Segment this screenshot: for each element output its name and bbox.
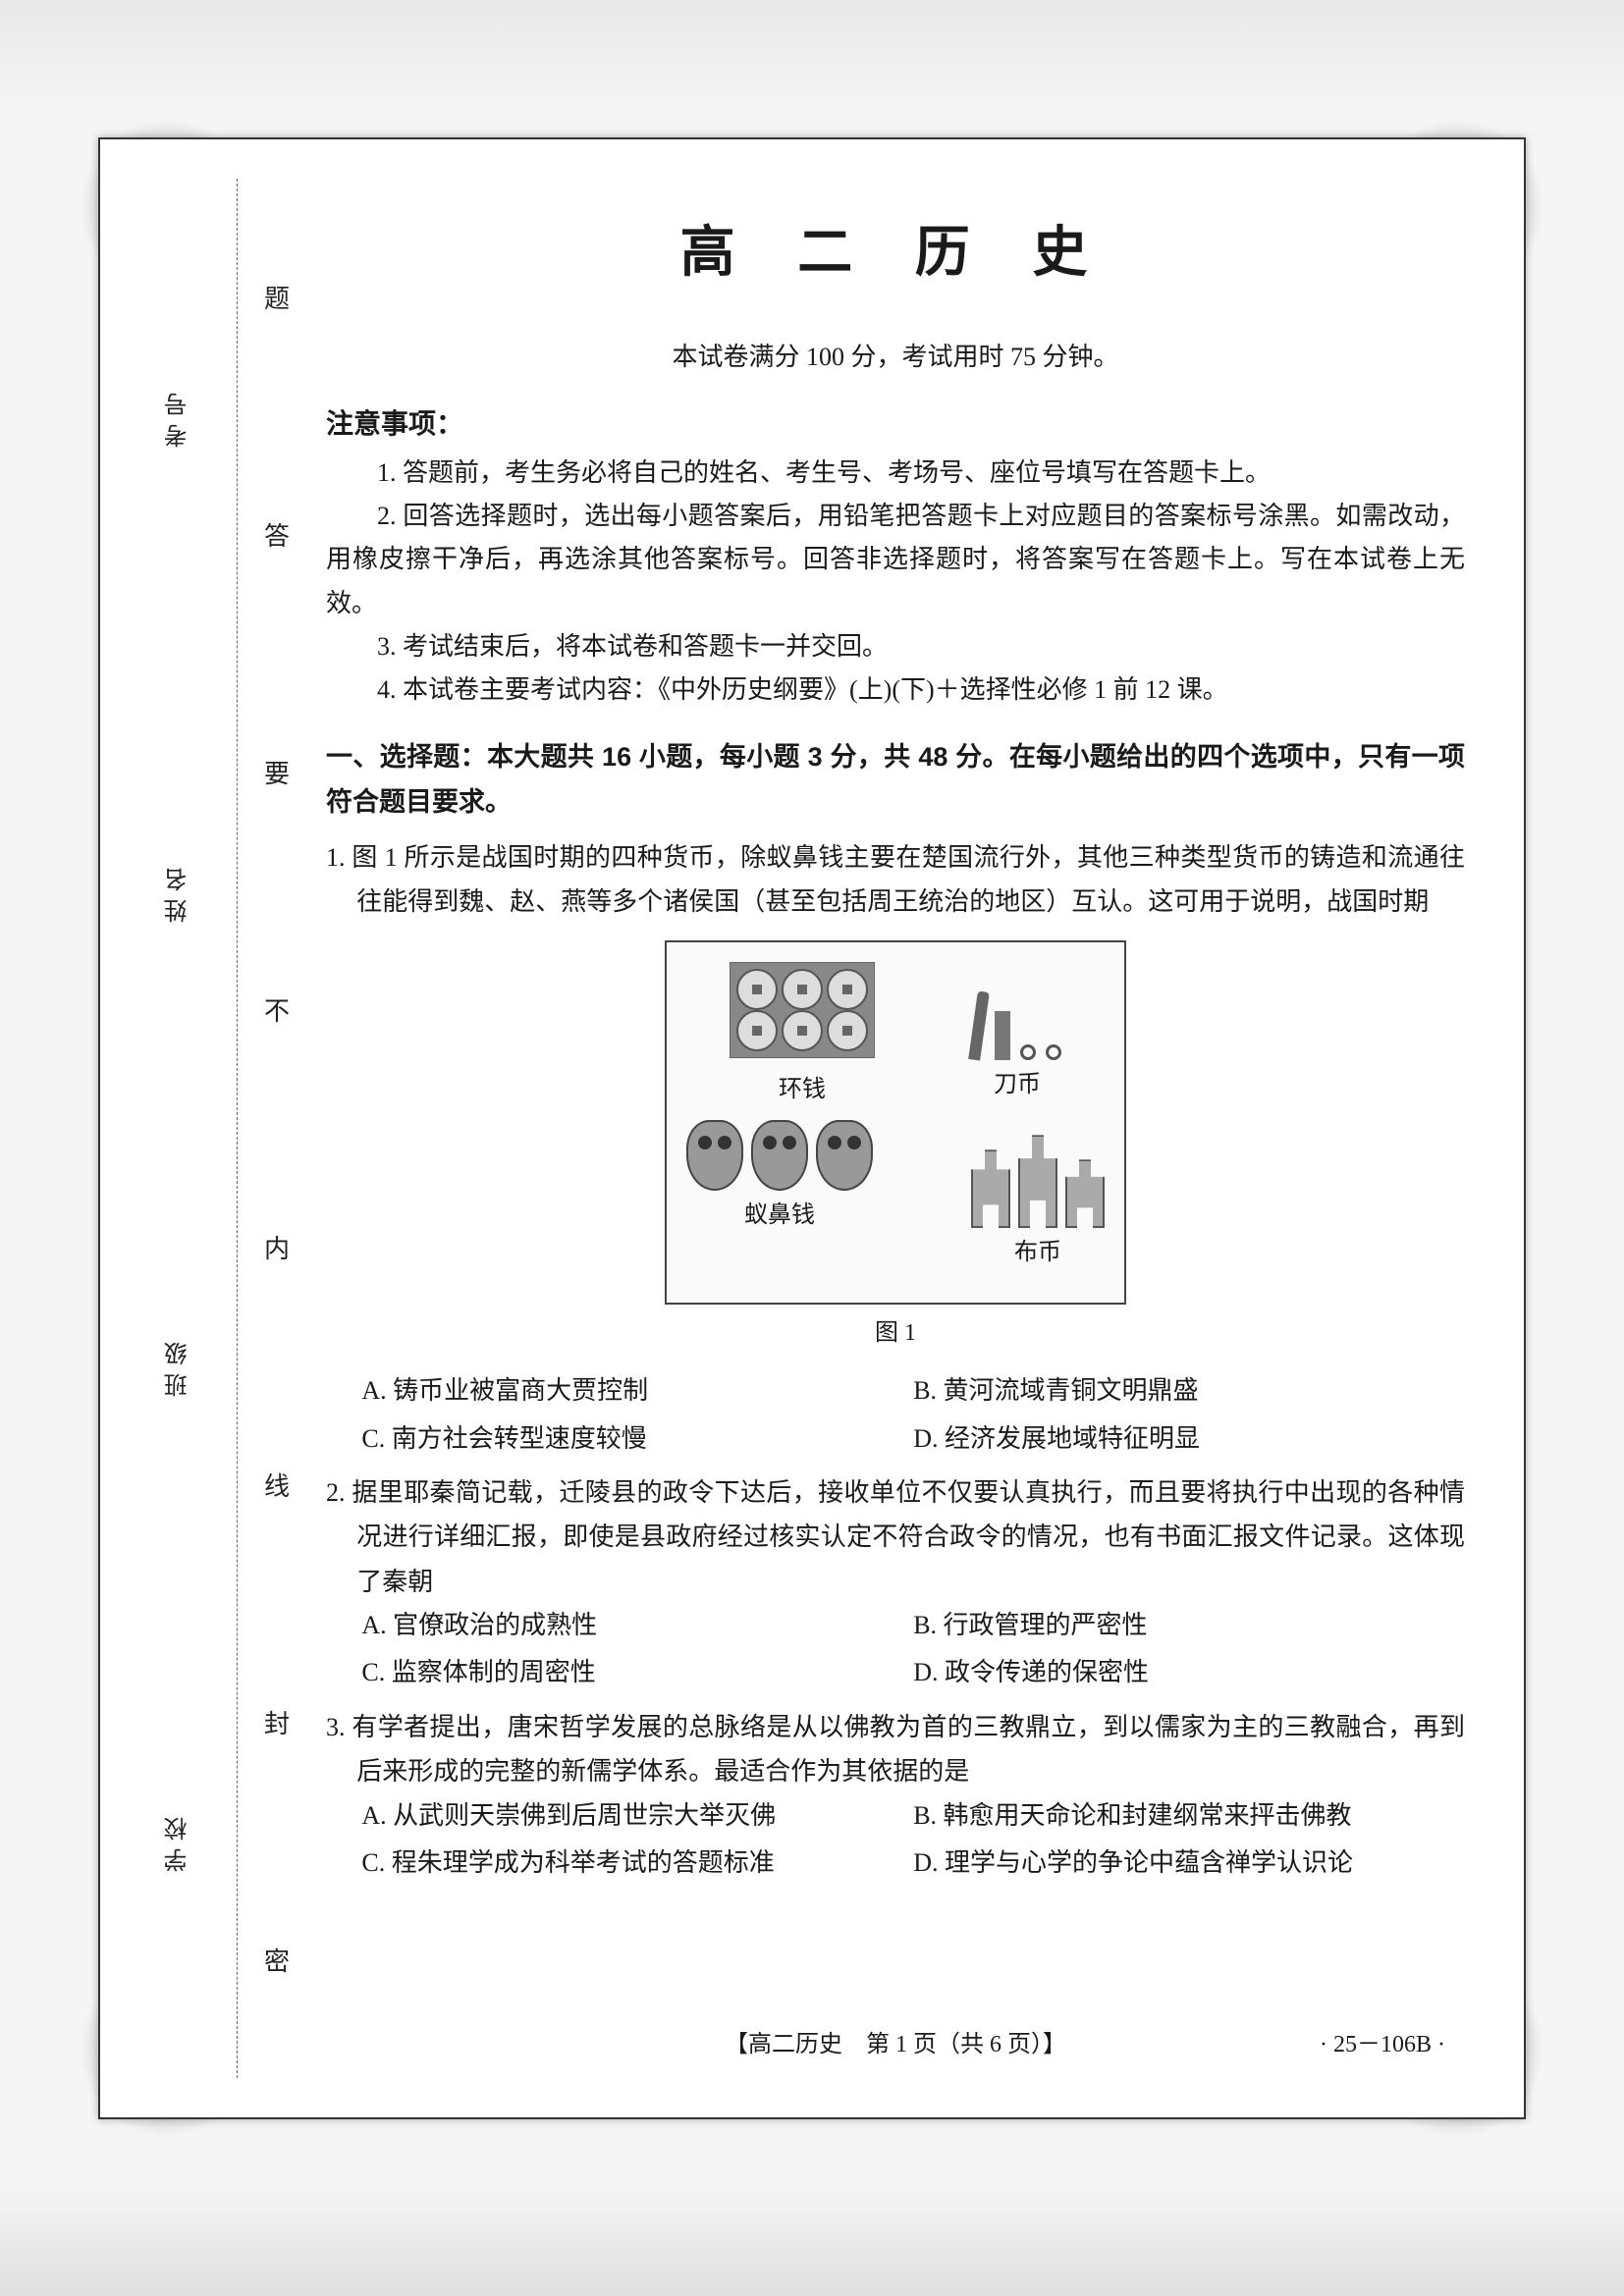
notice-item-4: 4. 本试卷主要考试内容：《中外历史纲要》(上)(下)＋选择性必修 1 前 12… <box>326 668 1465 712</box>
knife-coin-icon <box>973 962 1061 1060</box>
question-2-options: A. 官僚政治的成熟性 B. 行政管理的严密性 C. 监察体制的周密性 D. 政… <box>326 1604 1465 1694</box>
content-area: 高 二 历 史 本试卷满分 100 分，考试用时 75 分钟。 注意事项： 1.… <box>326 179 1465 2078</box>
footer-page-info: 【高二历史 第 1 页（共 6 页）】 <box>326 2024 1465 2058</box>
exam-page: 考号 姓名 班级 学校 题 答 要 不 内 线 封 密 高 二 历 史 本试卷满… <box>98 137 1526 2119</box>
option-3D: D. 理学与心学的争论中蕴含禅学认识论 <box>913 1842 1465 1885</box>
seal-char: 题 <box>264 279 290 315</box>
fig-label-ant: 蚁鼻钱 <box>686 1195 873 1236</box>
option-3B: B. 韩愈用天命论和封建纲常来抨击佛教 <box>913 1794 1465 1838</box>
question-1-stem: 1. 图 1 所示是战国时期的四种货币，除蚁鼻钱主要在楚国流行外，其他三种类型货… <box>326 835 1465 925</box>
option-2B: B. 行政管理的严密性 <box>913 1604 1465 1647</box>
question-number: 1. <box>326 843 346 872</box>
footer-code: · 25－106B · <box>1320 2024 1445 2058</box>
seal-char: 答 <box>264 516 290 553</box>
binding-label-name: 姓名 <box>161 860 195 923</box>
notice-item-3: 3. 考试结束后，将本试卷和答题卡一并交回。 <box>326 625 1465 668</box>
exam-title: 高 二 历 史 <box>326 208 1465 288</box>
option-3C: C. 程朱理学成为科举考试的答题标准 <box>361 1842 913 1885</box>
option-2C: C. 监察体制的周密性 <box>361 1651 913 1694</box>
seal-line-column: 题 答 要 不 内 线 封 密 <box>247 179 306 2078</box>
coin-ring-cell: 环钱 <box>730 962 875 1111</box>
page-footer: 【高二历史 第 1 页（共 6 页）】 · 25－106B · <box>326 2024 1465 2058</box>
seal-char: 不 <box>264 991 290 1028</box>
question-2: 2. 据里耶秦简记载，迁陵县的政令下达后，接收单位不仅要认真执行，而且要将执行中… <box>326 1470 1465 1695</box>
binding-label-school: 学校 <box>161 1809 195 1872</box>
fig-label-spade: 布币 <box>971 1232 1105 1273</box>
binding-margin: 考号 姓名 班级 学校 <box>120 179 238 2078</box>
option-1A: A. 铸币业被富商大贾控制 <box>361 1369 913 1413</box>
question-3-stem: 3. 有学者提出，唐宋哲学发展的总脉络是从以佛教为首的三教鼎立，到以儒家为主的三… <box>326 1705 1465 1794</box>
question-2-stem: 2. 据里耶秦简记载，迁陵县的政令下达后，接收单位不仅要认真执行，而且要将执行中… <box>326 1470 1465 1605</box>
fig-label-ring: 环钱 <box>730 1069 875 1110</box>
question-text: 图 1 所示是战国时期的四种货币，除蚁鼻钱主要在楚国流行外，其他三种类型货币的铸… <box>352 843 1465 917</box>
figure-1-caption: 图 1 <box>326 1312 1465 1354</box>
figure-1: 环钱 刀币 <box>326 940 1465 1355</box>
seal-char: 内 <box>264 1229 290 1265</box>
ant-nose-coin-icon <box>686 1120 873 1191</box>
question-number: 2. <box>326 1478 346 1507</box>
exam-subtitle: 本试卷满分 100 分，考试用时 75 分钟。 <box>326 337 1465 373</box>
option-2D: D. 政令传递的保密性 <box>913 1651 1465 1694</box>
question-1: 1. 图 1 所示是战国时期的四种货币，除蚁鼻钱主要在楚国流行外，其他三种类型货… <box>326 835 1465 1461</box>
seal-char: 线 <box>264 1467 290 1503</box>
ring-coin-icon <box>730 962 875 1058</box>
option-3A: A. 从武则天崇佛到后周世宗大举灭佛 <box>361 1794 913 1838</box>
binding-label-examno: 考号 <box>161 385 195 448</box>
coin-knife-cell: 刀币 <box>973 962 1061 1111</box>
coin-spade-cell: 布币 <box>971 1120 1105 1273</box>
option-2A: A. 官僚政治的成熟性 <box>361 1604 913 1647</box>
section-1-heading: 一、选择题：本大题共 16 小题，每小题 3 分，共 48 分。在每小题给出的四… <box>326 735 1465 826</box>
seal-char: 封 <box>264 1704 290 1740</box>
question-text: 据里耶秦简记载，迁陵县的政令下达后，接收单位不仅要认真执行，而且要将执行中出现的… <box>352 1478 1465 1596</box>
option-1C: C. 南方社会转型速度较慢 <box>361 1417 913 1461</box>
figure-1-box: 环钱 刀币 <box>665 940 1126 1306</box>
question-3: 3. 有学者提出，唐宋哲学发展的总脉络是从以佛教为首的三教鼎立，到以儒家为主的三… <box>326 1705 1465 1885</box>
coin-ant-cell: 蚁鼻钱 <box>686 1120 873 1273</box>
notice-heading: 注意事项： <box>326 402 1465 442</box>
option-1B: B. 黄河流域青铜文明鼎盛 <box>913 1369 1465 1413</box>
binding-label-class: 班级 <box>161 1334 195 1397</box>
notice-item-2: 2. 回答选择题时，选出每小题答案后，用铅笔把答题卡上对应题目的答案标号涂黑。如… <box>326 495 1465 625</box>
question-text: 有学者提出，唐宋哲学发展的总脉络是从以佛教为首的三教鼎立，到以儒家为主的三教融合… <box>352 1713 1465 1787</box>
seal-char: 密 <box>264 1942 290 1978</box>
spade-coin-icon <box>971 1120 1105 1228</box>
notice-item-1: 1. 答题前，考生务必将自己的姓名、考生号、考场号、座位号填写在答题卡上。 <box>326 452 1465 495</box>
seal-char: 要 <box>264 754 290 790</box>
question-number: 3. <box>326 1713 346 1741</box>
fig-label-knife: 刀币 <box>973 1064 1061 1105</box>
question-3-options: A. 从武则天崇佛到后周世宗大举灭佛 B. 韩愈用天命论和封建纲常来抨击佛教 C… <box>326 1794 1465 1885</box>
option-1D: D. 经济发展地域特征明显 <box>913 1417 1465 1461</box>
question-1-options: A. 铸币业被富商大贾控制 B. 黄河流域青铜文明鼎盛 C. 南方社会转型速度较… <box>326 1369 1465 1460</box>
